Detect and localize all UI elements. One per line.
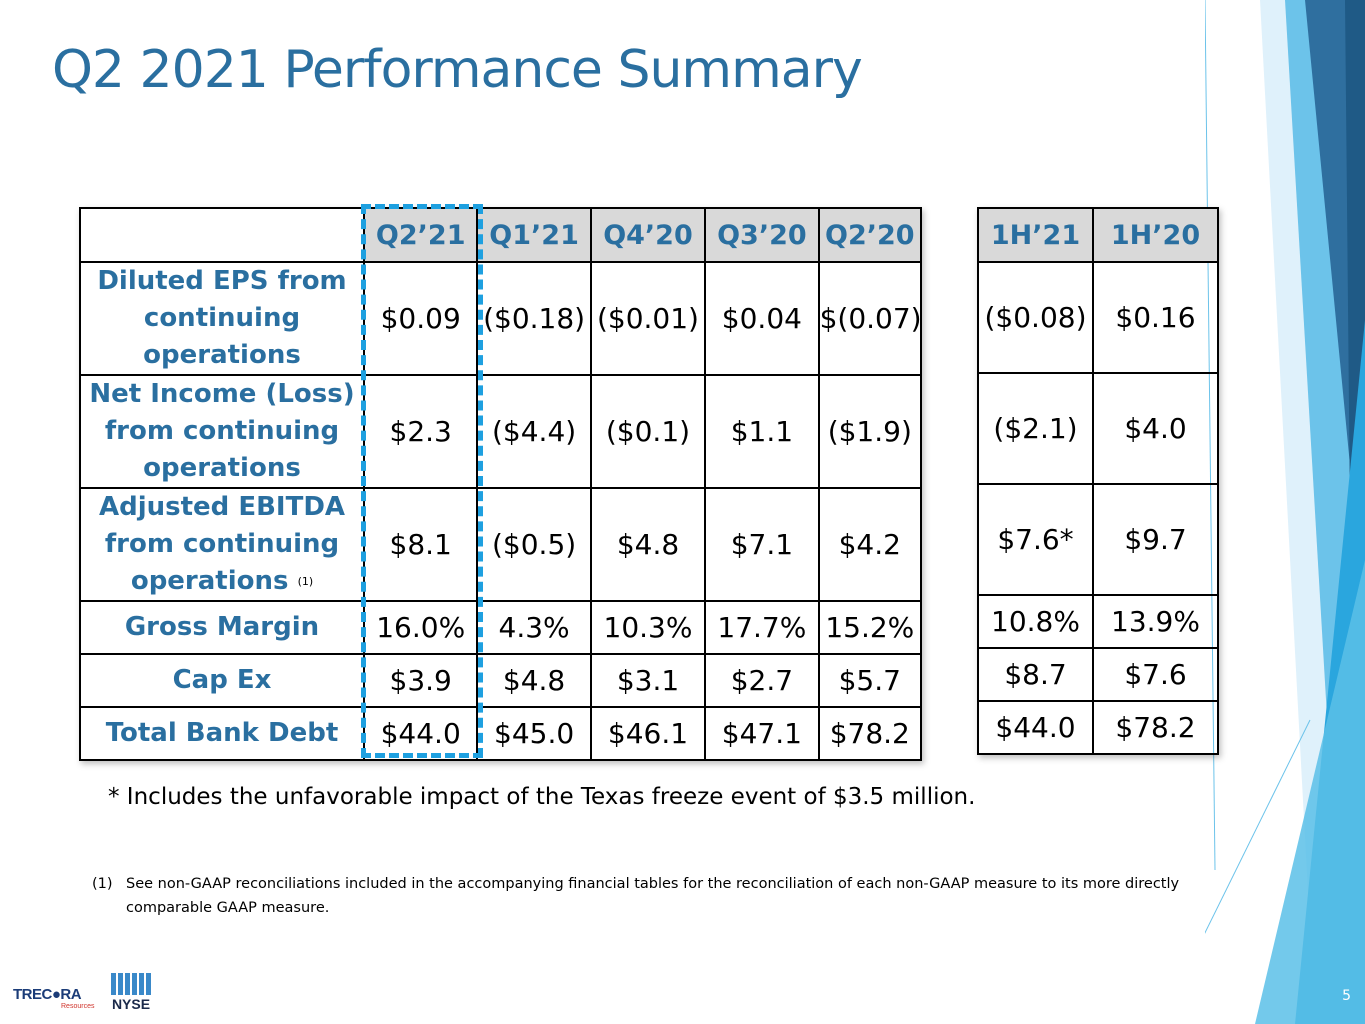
table-cell: $2.7 — [704, 653, 820, 708]
table-row: Diluted EPS from continuing operations $… — [79, 261, 923, 376]
table-row: $8.7 $7.6 — [977, 647, 1219, 702]
table-cell: $4.0 — [1092, 372, 1219, 485]
table-cell: $0.16 — [1092, 261, 1219, 374]
footnote-marker: (1) — [92, 876, 113, 892]
column-header: Q2’21 — [362, 207, 479, 263]
half-year-table: 1H’21 1H’20 ($0.08) $0.16 ($2.1) $4.0 $7… — [977, 207, 1219, 755]
table-cell: 15.2% — [817, 600, 923, 655]
asterisk-note: * Includes the unfavorable impact of the… — [108, 784, 976, 810]
table-row: $7.6* $9.7 — [977, 483, 1219, 596]
column-header: Q1’21 — [476, 207, 592, 263]
table-cell: ($1.9) — [817, 374, 923, 489]
table-cell: $5.7 — [817, 653, 923, 708]
table-cell: $7.1 — [704, 487, 820, 602]
table-row: 10.8% 13.9% — [977, 594, 1219, 649]
table-cell: $9.7 — [1092, 483, 1219, 596]
trecora-logo-subtitle: Resources — [61, 1003, 95, 1010]
table-cell: ($2.1) — [977, 372, 1094, 485]
table-row: Net Income (Loss) from continuing operat… — [79, 374, 923, 489]
table-cell: $1.1 — [704, 374, 820, 489]
table-cell: $0.04 — [704, 261, 820, 376]
page-number: 5 — [1342, 988, 1351, 1004]
trecora-logo-wordmark: TREC●RA — [13, 986, 82, 1003]
table-row: Total Bank Debt $44.0 $45.0 $46.1 $47.1 … — [79, 706, 923, 761]
table-cell: 13.9% — [1092, 594, 1219, 649]
table-cell: ($0.01) — [589, 261, 707, 376]
nyse-logo-text: NYSE — [111, 996, 151, 1012]
table-cell: $7.6* — [977, 483, 1094, 596]
table-cell: $78.2 — [1092, 700, 1219, 755]
table-header-row: Q2’21 Q1’21 Q4’20 Q3’20 Q2’20 — [79, 207, 923, 263]
table-row: Cap Ex $3.9 $4.8 $3.1 $2.7 $5.7 — [79, 653, 923, 708]
table-cell: $8.1 — [362, 487, 479, 602]
column-header: Q2’20 — [817, 207, 923, 263]
table-cell: $8.7 — [977, 647, 1094, 702]
table-cell: ($0.18) — [476, 261, 592, 376]
row-label: Cap Ex — [79, 653, 365, 708]
table-cell: $(0.07) — [817, 261, 923, 376]
table-row: ($0.08) $0.16 — [977, 261, 1219, 374]
table-cell: $44.0 — [977, 700, 1094, 755]
column-header: 1H’21 — [977, 207, 1094, 263]
row-label: Total Bank Debt — [79, 706, 365, 761]
performance-table: Q2’21 Q1’21 Q4’20 Q3’20 Q2’20 Diluted EP… — [79, 207, 923, 761]
table-cell: $45.0 — [476, 706, 592, 761]
row-label: Diluted EPS from continuing operations — [79, 261, 365, 376]
nyse-logo: NYSE — [110, 972, 152, 1014]
table-cell: ($0.08) — [977, 261, 1094, 374]
page-title: Q2 2021 Performance Summary — [52, 40, 863, 100]
column-header: Q4’20 — [589, 207, 707, 263]
table-cell: $2.3 — [362, 374, 479, 489]
row-label: Gross Margin — [79, 600, 365, 655]
table-row: $44.0 $78.2 — [977, 700, 1219, 755]
table-cell: 10.3% — [589, 600, 707, 655]
table-cell: 17.7% — [704, 600, 820, 655]
table-cell: $4.8 — [476, 653, 592, 708]
table-cell: $47.1 — [704, 706, 820, 761]
column-header: Q3’20 — [704, 207, 820, 263]
table-cell: ($4.4) — [476, 374, 592, 489]
table-cell: $7.6 — [1092, 647, 1219, 702]
header-blank-cell — [79, 207, 365, 263]
table-cell: ($0.1) — [589, 374, 707, 489]
footnote-marker: (1) — [297, 575, 314, 588]
table-cell: 10.8% — [977, 594, 1094, 649]
nyse-bars-icon — [111, 973, 151, 995]
table-cell: ($0.5) — [476, 487, 592, 602]
table-cell: $78.2 — [817, 706, 923, 761]
column-header: 1H’20 — [1092, 207, 1219, 263]
table-row: ($2.1) $4.0 — [977, 372, 1219, 485]
decorative-stripes — [1205, 0, 1365, 1024]
row-label: Adjusted EBITDA from continuing operatio… — [79, 487, 365, 602]
footnote: (1) See non-GAAP reconciliations include… — [92, 872, 1192, 920]
table-cell: $4.2 — [817, 487, 923, 602]
table-row: Adjusted EBITDA from continuing operatio… — [79, 487, 923, 602]
trecora-logo: TREC●RA Resources — [13, 986, 99, 1012]
table-cell: $44.0 — [362, 706, 479, 761]
table-cell: $4.8 — [589, 487, 707, 602]
footnote-text: See non-GAAP reconciliations included in… — [126, 876, 1180, 916]
table-cell: 16.0% — [362, 600, 479, 655]
table-cell: $46.1 — [589, 706, 707, 761]
row-label: Net Income (Loss) from continuing operat… — [79, 374, 365, 489]
table-cell: 4.3% — [476, 600, 592, 655]
table-cell: $3.1 — [589, 653, 707, 708]
table-header-row: 1H’21 1H’20 — [977, 207, 1219, 263]
table-cell: $0.09 — [362, 261, 479, 376]
table-row: Gross Margin 16.0% 4.3% 10.3% 17.7% 15.2… — [79, 600, 923, 655]
table-cell: $3.9 — [362, 653, 479, 708]
